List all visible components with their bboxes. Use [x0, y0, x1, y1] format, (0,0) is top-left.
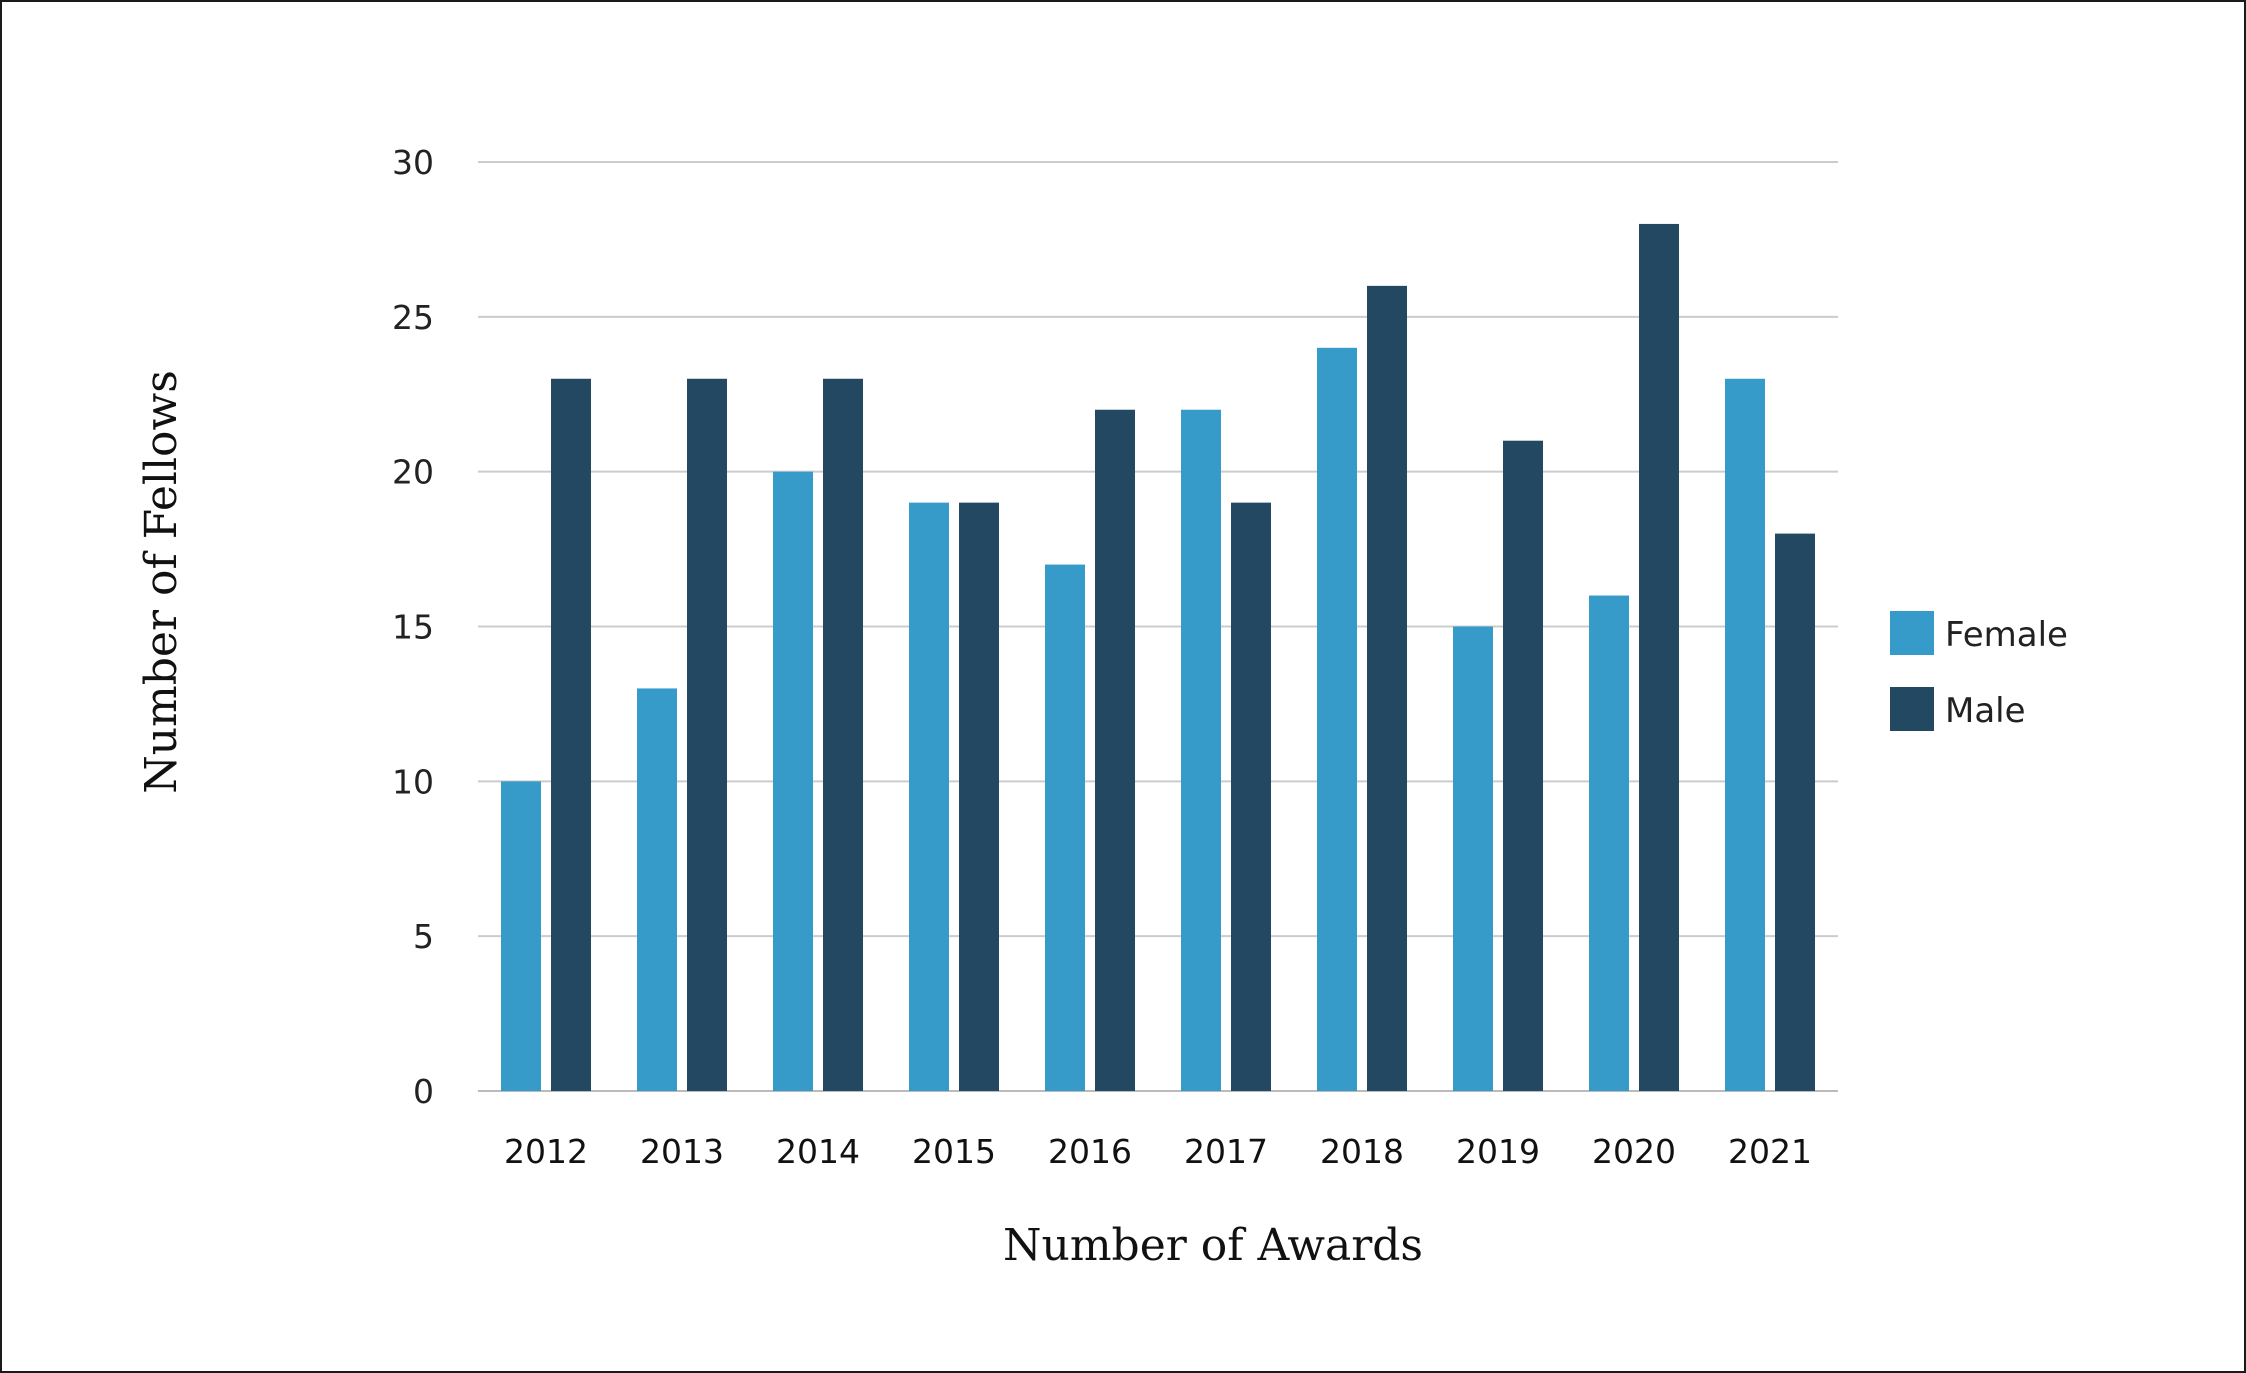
bar-female-2016 — [1045, 564, 1085, 1091]
x-tick-label: 2012 — [504, 1132, 588, 1171]
y-tick-label: 0 — [413, 1072, 434, 1111]
y-tick-label: 20 — [392, 453, 434, 492]
y-tick-label: 25 — [392, 298, 434, 337]
bar-male-2013 — [687, 378, 727, 1091]
x-axis-title: Number of Awards — [1003, 1220, 1423, 1271]
legend-swatch-male — [1890, 687, 1934, 731]
bar-male-2012 — [551, 378, 591, 1091]
bars — [501, 223, 1815, 1092]
x-tick-label: 2015 — [912, 1132, 996, 1171]
x-tick-label: 2017 — [1184, 1132, 1268, 1171]
y-axis-title: Number of Fellows — [136, 370, 187, 794]
bar-male-2016 — [1095, 409, 1135, 1091]
bar-female-2014 — [773, 471, 813, 1092]
x-tick-label: 2019 — [1456, 1132, 1540, 1171]
bar-male-2015 — [959, 502, 999, 1092]
legend: Female Male — [1890, 611, 2068, 731]
y-tick-label: 10 — [392, 762, 434, 801]
x-tick-label: 2013 — [640, 1132, 724, 1171]
legend-swatch-female — [1890, 611, 1934, 655]
bar-male-2018 — [1367, 285, 1407, 1091]
bar-male-2020 — [1639, 223, 1679, 1091]
bar-female-2012 — [501, 781, 541, 1091]
bar-female-2018 — [1317, 347, 1357, 1091]
x-tick-label: 2020 — [1592, 1132, 1676, 1171]
y-tick-label: 30 — [392, 143, 434, 182]
x-tick-label: 2016 — [1048, 1132, 1132, 1171]
bar-female-2020 — [1589, 595, 1629, 1091]
bar-male-2014 — [823, 378, 863, 1091]
bar-female-2021 — [1725, 378, 1765, 1091]
x-axis-ticks: 2012 2013 2014 2015 2016 2017 2018 2019 2020 2021 — [504, 1132, 1812, 1171]
y-tick-label: 15 — [392, 608, 434, 647]
bar-male-2021 — [1775, 533, 1815, 1091]
y-axis-ticks: 0 5 10 15 20 25 30 — [392, 143, 434, 1111]
bar-male-2019 — [1503, 440, 1543, 1091]
bar-female-2019 — [1453, 626, 1493, 1091]
bar-female-2015 — [909, 502, 949, 1092]
bar-female-2017 — [1181, 409, 1221, 1091]
y-tick-label: 5 — [413, 917, 434, 956]
bar-female-2013 — [637, 688, 677, 1091]
x-tick-label: 2014 — [776, 1132, 860, 1171]
x-tick-label: 2018 — [1320, 1132, 1404, 1171]
legend-label-female: Female — [1945, 615, 2068, 655]
grid-lines — [478, 161, 1838, 1092]
bar-male-2017 — [1231, 502, 1271, 1092]
x-tick-label: 2021 — [1728, 1132, 1812, 1171]
legend-label-male: Male — [1945, 691, 2026, 731]
